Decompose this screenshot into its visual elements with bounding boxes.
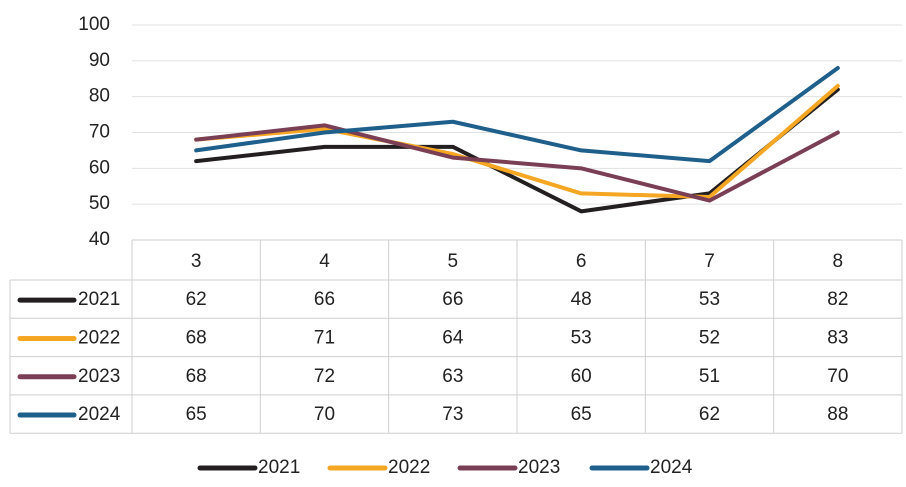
x-tick-label: 7 <box>704 251 715 272</box>
series-line <box>194 87 840 214</box>
table-series-label: 2021 <box>78 289 120 310</box>
table-series-label: 2022 <box>78 327 120 348</box>
table-value: 82 <box>827 289 848 310</box>
series-line <box>194 66 840 164</box>
table-value: 51 <box>699 366 720 387</box>
series-line <box>194 123 840 203</box>
y-tick-label: 60 <box>89 157 110 178</box>
table-value: 68 <box>186 327 207 348</box>
table-value: 65 <box>571 404 592 425</box>
y-tick-label: 40 <box>89 229 110 250</box>
table-value: 63 <box>442 366 463 387</box>
table-value: 83 <box>827 327 848 348</box>
y-tick-label: 100 <box>78 14 110 35</box>
x-tick-label: 8 <box>833 251 844 272</box>
table-series-label: 2024 <box>78 404 121 425</box>
table-value: 66 <box>442 289 463 310</box>
table-value: 70 <box>314 404 335 425</box>
legend-label: 2024 <box>650 457 693 478</box>
table-value: 60 <box>571 366 592 387</box>
x-tick-label: 4 <box>319 251 330 272</box>
table-series-label: 2023 <box>78 366 120 387</box>
table-value: 64 <box>442 327 464 348</box>
table-value: 65 <box>186 404 207 425</box>
y-tick-label: 90 <box>89 50 110 71</box>
legend-label: 2021 <box>258 457 300 478</box>
x-tick-label: 5 <box>448 251 459 272</box>
x-tick-label: 3 <box>191 251 202 272</box>
y-tick-label: 70 <box>89 122 110 143</box>
table-value: 52 <box>699 327 720 348</box>
series-line <box>194 83 840 199</box>
y-tick-label: 80 <box>89 86 110 107</box>
x-tick-label: 6 <box>576 251 587 272</box>
table-value: 66 <box>314 289 335 310</box>
table-value: 62 <box>699 404 720 425</box>
table-value: 53 <box>699 289 720 310</box>
table-value: 72 <box>314 366 335 387</box>
y-tick-label: 50 <box>89 193 110 214</box>
table-value: 48 <box>571 289 592 310</box>
table-value: 62 <box>186 289 207 310</box>
table-value: 71 <box>314 327 335 348</box>
legend-label: 2022 <box>388 457 430 478</box>
table-value: 53 <box>571 327 592 348</box>
table-value: 73 <box>442 404 463 425</box>
legend-label: 2023 <box>518 457 560 478</box>
table-value: 88 <box>827 404 848 425</box>
table-value: 68 <box>186 366 207 387</box>
table-value: 70 <box>827 366 848 387</box>
